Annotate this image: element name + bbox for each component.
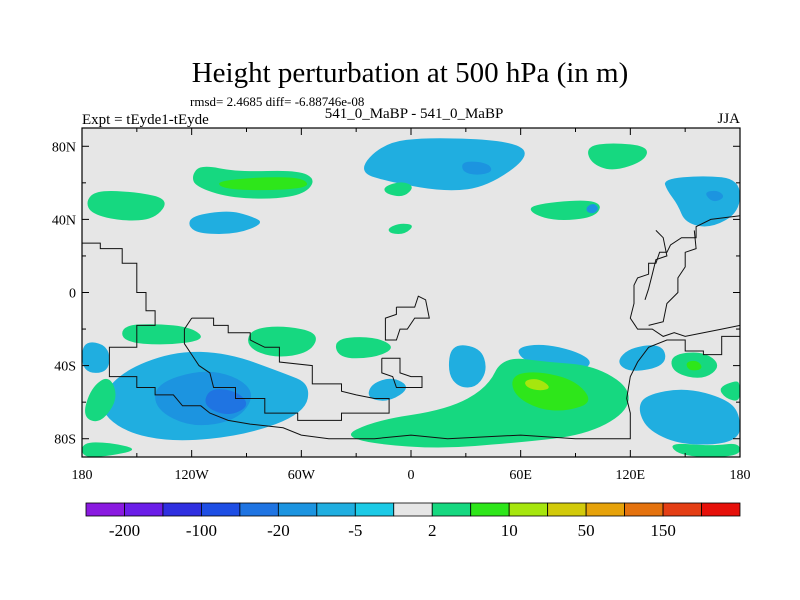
y-tick-label: 0	[69, 287, 76, 302]
anomaly-region-south-east-bottom-positive	[672, 443, 740, 457]
chart-title: Height perturbation at 500 hPa (in m)	[192, 57, 629, 89]
anomaly-region-south-pacific-upper-positive	[122, 324, 201, 345]
coastline-americas-coast	[82, 242, 740, 440]
colorbar-swatch	[393, 502, 433, 517]
colorbar-swatch	[508, 502, 549, 517]
anomaly-region-europe-positive-lobe	[384, 182, 412, 197]
anomaly-region-north-pacific-positive-west	[87, 190, 165, 221]
colorbar-label: -100	[186, 521, 217, 540]
anomaly-region-southern-ocean-max	[525, 379, 549, 391]
colorbar-swatch	[662, 502, 702, 517]
anomaly-region-arctic-atlantic-core	[462, 161, 492, 175]
anomaly-region-north-america-negative-south	[189, 211, 261, 234]
anomaly-region-south-east-pacific-negative	[639, 389, 740, 445]
colorbar-swatch	[701, 502, 741, 517]
anomaly-fill-layer	[82, 138, 740, 457]
stats-line: rmsd= 2.4685 diff= -6.88746e-08	[190, 94, 364, 109]
map-plot-area	[81, 127, 741, 458]
anomaly-region-south-atlantic-positive	[335, 337, 391, 359]
anomaly-region-australia-east-strong	[686, 360, 702, 371]
colorbar-swatch	[277, 502, 318, 517]
colorbar-swatch	[124, 502, 164, 517]
colorbar-swatch	[547, 502, 587, 517]
x-tick-label: 180	[72, 468, 93, 483]
coastline-africa-fragment	[384, 295, 430, 341]
anomaly-region-arctic-atlantic-negative	[364, 138, 525, 191]
anomaly-region-north-america-strong-positive	[219, 177, 308, 191]
anomaly-region-east-asia-positive	[530, 200, 600, 220]
colorbar: -200 -100 -20 -5 2 10 50 150	[85, 502, 741, 540]
coastline-africa-south-fragment	[381, 357, 423, 388]
coastline-asia-inland	[648, 230, 697, 326]
y-tick-label: 80N	[52, 140, 76, 155]
anomaly-region-south-pacific-bottom-positive	[82, 442, 133, 457]
y-tick-label: 40S	[54, 360, 76, 375]
y-tick-label: 80S	[54, 433, 76, 448]
colorbar-label: -20	[267, 521, 290, 540]
y-axis: 80N 40N 0 40S 80S	[52, 140, 740, 448]
colorbar-label: -200	[109, 521, 140, 540]
colorbar-swatch	[316, 502, 356, 517]
colorbar-swatch	[354, 502, 395, 517]
x-tick-label: 120E	[616, 468, 646, 483]
anomaly-region-atlantic-small-positive	[388, 223, 412, 234]
anomaly-region-siberia-positive	[588, 143, 647, 170]
x-tick-label: 120W	[175, 468, 210, 483]
center-label: 541_0_MaBP - 541_0_MaBP	[325, 106, 504, 122]
colorbar-swatch	[470, 502, 510, 517]
anomaly-region-south-america-upper-positive	[248, 326, 316, 357]
colorbar-label: 150	[650, 521, 676, 540]
anomaly-region-south-atlantic-negative-small	[368, 378, 407, 401]
coastline-indonesia-border	[644, 230, 668, 300]
colorbar-swatch	[85, 502, 125, 517]
colorbar-label: 10	[501, 521, 518, 540]
right-label: JJA	[717, 111, 740, 127]
left-label: Expt = tEyde1-tEyde	[82, 112, 209, 128]
colorbar-swatch	[162, 502, 202, 517]
anomaly-region-south-pacific-lower-positive	[85, 378, 116, 422]
colorbar-label: 50	[578, 521, 595, 540]
coastline-layer	[82, 215, 741, 440]
anomaly-region-north-east-pacific-core	[706, 190, 724, 202]
colorbar-label: -5	[348, 521, 362, 540]
x-tick-label: 180	[730, 468, 751, 483]
x-tick-label: 60W	[288, 468, 316, 483]
x-tick-label: 0	[408, 468, 415, 483]
anomaly-region-pacific-speckle	[586, 204, 598, 214]
anomaly-region-south-east-pacific-positive-edge	[720, 381, 740, 401]
colorbar-swatch	[239, 502, 279, 517]
x-tick-label: 60E	[509, 468, 532, 483]
coastline-south-america-loop	[183, 317, 390, 421]
y-tick-label: 40N	[52, 213, 76, 228]
colorbar-label: 2	[428, 521, 437, 540]
colorbar-swatch	[585, 502, 625, 517]
anomaly-region-south-west-australia-negative	[619, 345, 666, 371]
colorbar-swatch	[624, 502, 664, 517]
coastline-asia-east-coast	[629, 215, 741, 337]
colorbar-swatch	[201, 502, 241, 517]
colorbar-swatch	[431, 502, 472, 517]
anomaly-region-africa-negative	[448, 345, 486, 388]
x-axis: 180 120W 60W 0 60E 120E 180	[72, 128, 751, 483]
anomaly-region-north-east-pacific-negative	[664, 176, 740, 227]
